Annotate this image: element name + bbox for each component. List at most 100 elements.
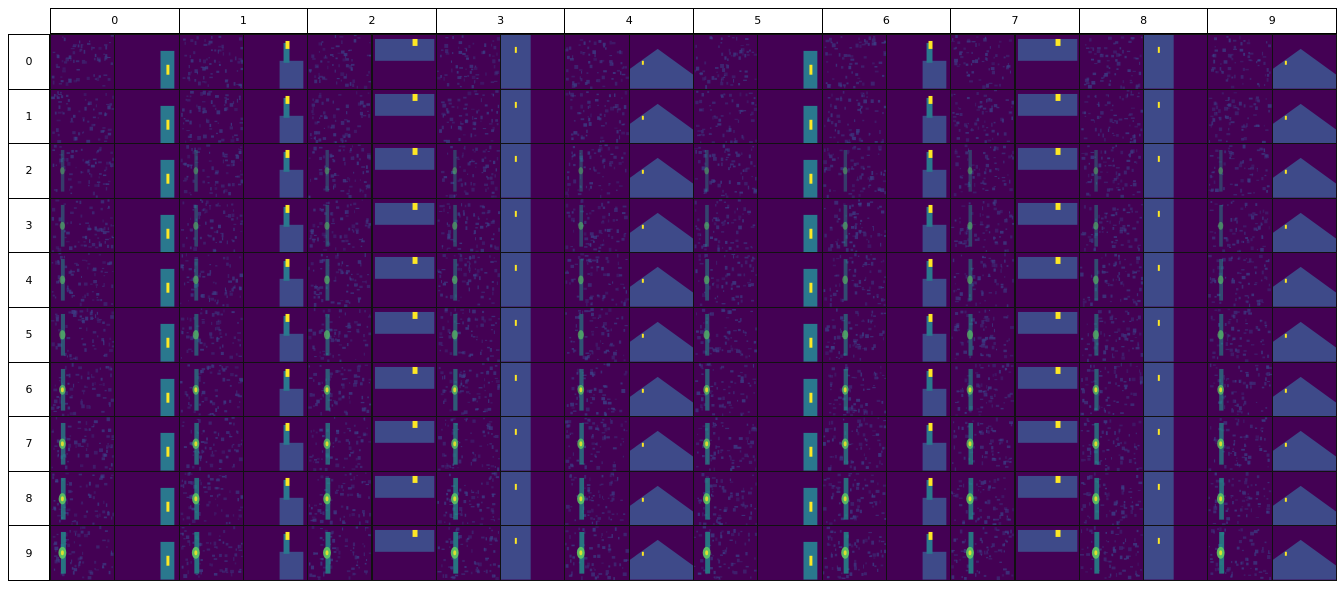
scene-frame-panel [885,470,952,527]
heatmap-image [951,89,1015,144]
row-label: 4 [25,273,33,287]
heatmap-panel [950,197,1016,254]
scene-frame-image [758,417,822,471]
heatmap-panel [178,88,244,145]
heatmap-panel [564,252,630,308]
scene-frame-image [1272,198,1336,253]
heatmap-panel [693,361,759,418]
heatmap-panel [564,34,630,90]
heatmap-image [308,253,372,307]
scene-frame-panel [500,197,566,254]
heatmap-image [822,144,886,198]
scene-frame-image [1272,144,1336,198]
scene-frame-image [758,35,822,89]
heatmap-panel [693,34,759,90]
column-header-6: 6 [821,8,952,34]
heatmap-panel [693,197,759,254]
scene-frame-image [629,144,693,198]
heatmap-panel [50,307,116,363]
heatmap-panel [564,361,630,418]
heatmap-image [694,253,758,307]
column-header-1: 1 [178,8,309,34]
heatmap-image [565,198,629,253]
scene-frame-panel [242,252,309,308]
scene-frame-image [243,198,308,253]
heatmap-image [822,308,886,362]
scene-frame-image [886,526,951,580]
heatmap-panel [178,197,244,254]
scene-frame-image [501,198,565,253]
heatmap-panel [435,470,502,527]
scene-frame-image [886,144,951,198]
column-label: 3 [497,14,505,27]
row-header-1: 1 [8,88,50,145]
heatmap-image [51,471,115,526]
scene-frame-image [629,308,693,362]
heatmap-panel [178,34,244,90]
heatmap-image [436,308,501,362]
heatmap-image [951,471,1015,526]
scene-frame-image [886,89,951,144]
scene-frame-panel [1271,88,1337,145]
heatmap-image [951,198,1015,253]
scene-frame-image [115,89,179,144]
scene-frame-image [1144,526,1208,580]
heatmap-image [1208,471,1272,526]
heatmap-image [308,198,372,253]
row-label: 3 [25,219,33,233]
scene-frame-image [372,253,436,307]
heatmap-image [51,35,115,89]
scene-frame-panel [757,34,823,90]
scene-frame-panel [114,361,180,418]
heatmap-panel [1078,525,1145,581]
heatmap-panel [50,88,116,145]
scene-frame-panel [371,197,437,254]
heatmap-panel [307,525,373,581]
scene-frame-image [115,253,179,307]
scene-frame-panel [114,252,180,308]
heatmap-panel [564,197,630,254]
scene-frame-panel [242,143,309,199]
heatmap-panel [435,307,502,363]
scene-frame-image [1144,471,1208,526]
heatmap-panel [1207,252,1273,308]
heatmap-panel [435,416,502,472]
heatmap-panel [821,307,887,363]
heatmap-panel [693,143,759,199]
scene-frame-image [1144,198,1208,253]
scene-frame-panel [1143,34,1209,90]
heatmap-panel [50,470,116,527]
heatmap-panel [821,143,887,199]
heatmap-panel [950,361,1016,418]
scene-frame-panel [885,307,952,363]
scene-frame-image [886,198,951,253]
row-label: 1 [25,109,33,123]
scene-frame-panel [500,416,566,472]
scene-frame-panel [114,416,180,472]
heatmap-panel [821,470,887,527]
heatmap-image [565,526,629,580]
heatmap-image [179,362,243,417]
heatmap-image [565,308,629,362]
row-header-0: 0 [8,34,50,90]
heatmap-panel [1207,88,1273,145]
heatmap-image [308,35,372,89]
heatmap-panel [307,252,373,308]
heatmap-image [51,308,115,362]
scene-frame-panel [242,88,309,145]
heatmap-panel [693,416,759,472]
scene-frame-panel [628,143,694,199]
scene-frame-image [1144,417,1208,471]
heatmap-image [51,198,115,253]
heatmap-image [179,144,243,198]
heatmap-panel [50,143,116,199]
scene-frame-panel [1014,88,1080,145]
scene-frame-image [1015,89,1079,144]
scene-frame-panel [1271,34,1337,90]
heatmap-panel [950,88,1016,145]
heatmap-image [179,89,243,144]
heatmap-image [694,308,758,362]
heatmap-image [822,198,886,253]
heatmap-panel [1078,34,1145,90]
scene-frame-image [629,417,693,471]
